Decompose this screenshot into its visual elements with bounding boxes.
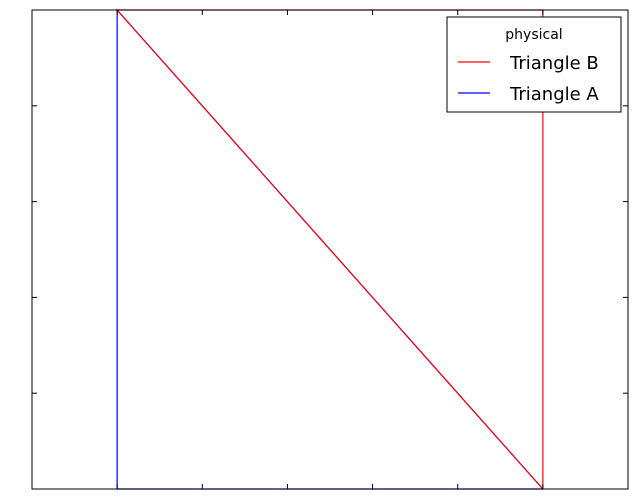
- legend: physical Triangle B Triangle A: [446, 16, 622, 113]
- legend-title: physical: [505, 27, 562, 43]
- legend-label-triangle-b: Triangle B: [509, 53, 599, 74]
- plot-frame: [31, 9, 629, 490]
- legend-label-triangle-a: Triangle A: [509, 84, 599, 105]
- legend-box: [446, 16, 622, 113]
- tick-layer: [32, 10, 628, 489]
